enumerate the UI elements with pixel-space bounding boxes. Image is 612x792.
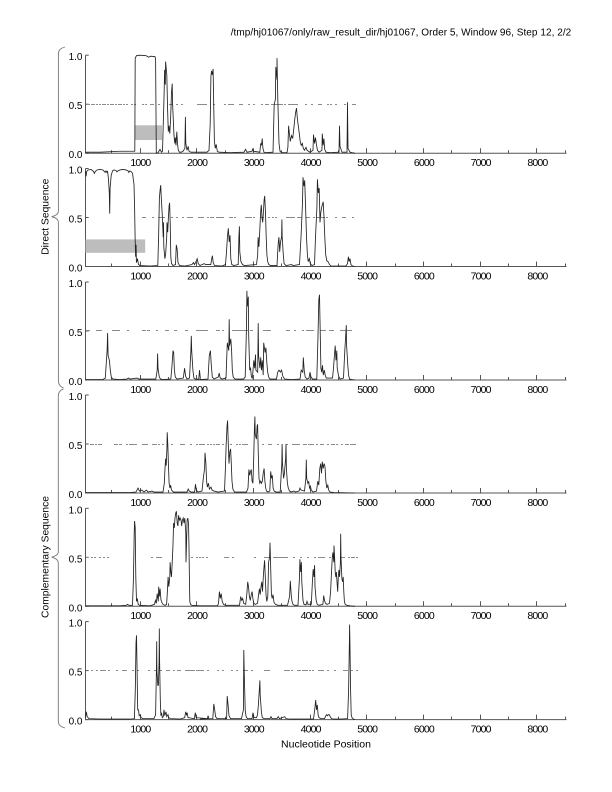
- svg-text:1.0: 1.0: [69, 392, 83, 403]
- svg-text:0.0: 0.0: [69, 377, 83, 388]
- svg-text:1000: 1000: [130, 157, 151, 169]
- svg-text:2000: 2000: [187, 157, 208, 169]
- svg-text:0.0: 0.0: [69, 264, 83, 275]
- svg-text:7000: 7000: [471, 497, 492, 509]
- svg-text:4000: 4000: [301, 723, 322, 735]
- svg-text:1000: 1000: [130, 384, 151, 396]
- svg-text:0.0: 0.0: [69, 717, 83, 728]
- svg-text:6000: 6000: [414, 610, 435, 622]
- svg-text:3000: 3000: [244, 384, 265, 396]
- svg-text:6000: 6000: [414, 157, 435, 169]
- svg-text:0.5: 0.5: [69, 441, 83, 452]
- svg-text:5000: 5000: [357, 610, 378, 622]
- svg-text:8000: 8000: [527, 610, 548, 622]
- svg-text:0.5: 0.5: [69, 668, 83, 679]
- svg-text:Direct Sequence: Direct Sequence: [41, 178, 52, 254]
- svg-text:6000: 6000: [414, 384, 435, 396]
- svg-text:4000: 4000: [301, 497, 322, 509]
- svg-text:7000: 7000: [471, 610, 492, 622]
- svg-text:1.0: 1.0: [69, 505, 83, 516]
- svg-text:0.0: 0.0: [69, 150, 83, 161]
- svg-text:1000: 1000: [130, 270, 151, 282]
- svg-text:6000: 6000: [414, 723, 435, 735]
- svg-text:4000: 4000: [301, 384, 322, 396]
- svg-text:3000: 3000: [244, 497, 265, 509]
- svg-text:7000: 7000: [471, 723, 492, 735]
- svg-text:4000: 4000: [301, 610, 322, 622]
- svg-text:1.0: 1.0: [69, 279, 83, 290]
- svg-text:2000: 2000: [187, 610, 208, 622]
- svg-text:Complementary Sequence: Complementary Sequence: [41, 496, 52, 618]
- svg-text:5000: 5000: [357, 270, 378, 282]
- svg-text:/tmp/hj01067/only/raw_result_d: /tmp/hj01067/only/raw_result_dir/hj01067…: [231, 28, 572, 39]
- svg-text:0.5: 0.5: [69, 554, 83, 565]
- svg-text:8000: 8000: [527, 723, 548, 735]
- svg-text:5000: 5000: [357, 497, 378, 509]
- svg-text:4000: 4000: [301, 157, 322, 169]
- svg-text:Nucleotide Position: Nucleotide Position: [281, 739, 371, 751]
- svg-text:6000: 6000: [414, 497, 435, 509]
- svg-text:8000: 8000: [527, 157, 548, 169]
- svg-text:2000: 2000: [187, 384, 208, 396]
- svg-text:5000: 5000: [357, 157, 378, 169]
- svg-text:1000: 1000: [130, 610, 151, 622]
- svg-text:0.5: 0.5: [69, 328, 83, 339]
- svg-text:8000: 8000: [527, 497, 548, 509]
- svg-text:0.0: 0.0: [69, 490, 83, 501]
- svg-text:1.0: 1.0: [69, 52, 83, 63]
- svg-text:2000: 2000: [187, 723, 208, 735]
- svg-text:7000: 7000: [471, 270, 492, 282]
- svg-text:5000: 5000: [357, 384, 378, 396]
- svg-text:1.0: 1.0: [69, 619, 83, 630]
- svg-text:0.0: 0.0: [69, 603, 83, 614]
- svg-text:5000: 5000: [357, 723, 378, 735]
- svg-text:1.0: 1.0: [69, 166, 83, 177]
- svg-text:2000: 2000: [187, 497, 208, 509]
- svg-text:1000: 1000: [130, 497, 151, 509]
- svg-text:8000: 8000: [527, 270, 548, 282]
- svg-text:2000: 2000: [187, 270, 208, 282]
- svg-text:0.5: 0.5: [69, 215, 83, 226]
- svg-text:8000: 8000: [527, 384, 548, 396]
- svg-text:3000: 3000: [244, 723, 265, 735]
- svg-text:4000: 4000: [301, 270, 322, 282]
- svg-text:3000: 3000: [244, 270, 265, 282]
- svg-text:1000: 1000: [130, 723, 151, 735]
- svg-text:6000: 6000: [414, 270, 435, 282]
- svg-text:0.5: 0.5: [69, 101, 83, 112]
- svg-text:7000: 7000: [471, 157, 492, 169]
- svg-text:3000: 3000: [244, 157, 265, 169]
- svg-text:3000: 3000: [244, 610, 265, 622]
- svg-text:7000: 7000: [471, 384, 492, 396]
